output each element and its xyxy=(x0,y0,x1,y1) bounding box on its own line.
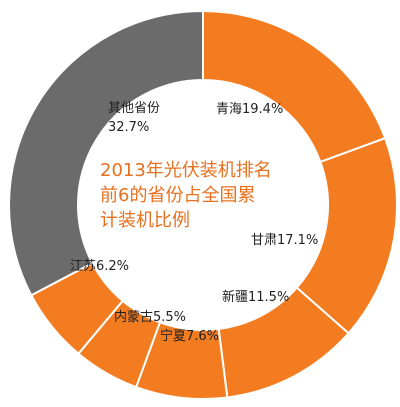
slice-label-neimenggu: 内蒙古5.5% xyxy=(114,309,186,325)
slice-label-qinghai: 青海19.4% xyxy=(216,102,283,117)
labels-layer: 青海19.4% 甘肃17.1% 新疆11.5% 宁夏7.6% 内蒙古5.5% 江… xyxy=(70,101,318,344)
slice-0 xyxy=(202,9,387,164)
chart-title-line-3: 计装机比例 xyxy=(100,210,190,231)
slices-layer xyxy=(8,9,398,400)
slice-label-others-name: 其他省份 xyxy=(108,101,160,116)
chart-title: 2013年光伏装机排名 前6的省份占全国累 计装机比例 xyxy=(100,160,272,231)
chart-title-line-2: 前6的省份占全国累 xyxy=(100,185,255,206)
slice-label-gansu: 甘肃17.1% xyxy=(251,233,318,248)
slice-6 xyxy=(8,9,204,297)
slice-label-others-value: 32.7% xyxy=(108,120,149,135)
slice-label-jiangsu: 江苏6.2% xyxy=(70,258,129,274)
chart-title-line-1: 2013年光伏装机排名 xyxy=(100,160,272,181)
slice-label-ningxia: 宁夏7.6% xyxy=(160,328,219,344)
slice-label-xinjiang: 新疆11.5% xyxy=(222,289,289,305)
